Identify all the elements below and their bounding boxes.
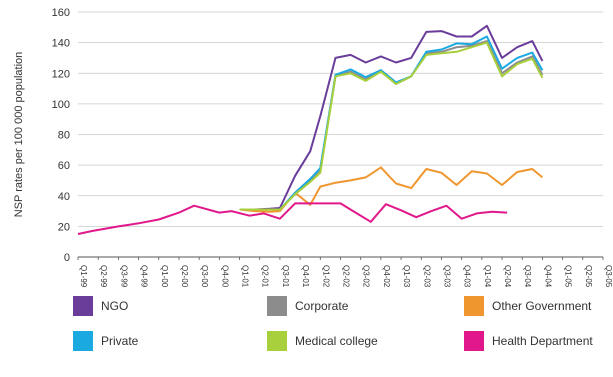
x-tick-label: Q2-04 xyxy=(503,265,512,288)
y-tick-label: 100 xyxy=(52,99,70,111)
x-tick-label: Q4-03 xyxy=(463,265,472,288)
x-tick-label: Q4-00 xyxy=(220,265,229,288)
x-tick-label: Q3-03 xyxy=(442,265,451,288)
x-tick-label: Q1-99 xyxy=(79,265,88,288)
x-tick-label: Q4-99 xyxy=(140,265,149,288)
legend-label: Health Department xyxy=(492,334,593,348)
x-tick-label: Q2-02 xyxy=(342,265,351,288)
legend-swatch xyxy=(464,296,484,316)
y-tick-label: 120 xyxy=(52,68,70,80)
legend-label: NGO xyxy=(101,299,128,313)
y-tick-label: 80 xyxy=(58,130,70,142)
y-tick-label: 140 xyxy=(52,38,70,50)
x-tick-label: Q4-02 xyxy=(382,265,391,288)
legend-swatch xyxy=(267,296,287,316)
x-tick-label: Q2-00 xyxy=(180,265,189,288)
legend-swatch xyxy=(73,296,93,316)
x-tick-label: Q3-02 xyxy=(362,265,371,288)
legend-swatch xyxy=(73,331,93,351)
legend-swatch xyxy=(464,331,484,351)
y-tick-label: 60 xyxy=(58,160,70,172)
legend-label: Corporate xyxy=(295,299,349,313)
x-tick-label: Q1-00 xyxy=(160,265,169,288)
x-tick-label: Q2-05 xyxy=(584,265,593,288)
legend-swatch xyxy=(267,331,287,351)
x-tick-label: Q2-03 xyxy=(422,265,431,288)
legend-label: Other Government xyxy=(492,299,592,313)
x-tick-label: Q1-03 xyxy=(402,265,411,288)
series-line-health-department xyxy=(78,203,507,234)
legend: NGO Corporate Other Government Private Medic… xyxy=(73,296,593,351)
x-tick-label: Q2-01 xyxy=(261,265,270,288)
legend-label: Private xyxy=(101,334,139,348)
x-tick-label: Q1-02 xyxy=(321,265,330,288)
x-tick-label: Q3-01 xyxy=(281,265,290,288)
x-tick-label: Q1-05 xyxy=(564,265,573,288)
x-tick-label: Q3-04 xyxy=(523,265,532,288)
legend-label: Medical college xyxy=(295,334,378,348)
x-tick-label: Q4-01 xyxy=(301,265,310,288)
x-tick-label: Q3-00 xyxy=(200,265,209,288)
x-tick-label: Q1-04 xyxy=(483,265,492,288)
x-tick-label: Q1-01 xyxy=(241,265,250,288)
x-tick-label: Q3-99 xyxy=(119,265,128,288)
y-tick-label: 0 xyxy=(64,252,70,264)
y-tick-label: 40 xyxy=(58,191,70,203)
y-axis-title: NSP rates per 100 000 population xyxy=(13,52,25,218)
x-tick-label: Q2-99 xyxy=(99,265,108,288)
x-tick-label: Q3-05 xyxy=(604,265,613,288)
y-tick-label: 160 xyxy=(52,7,70,19)
x-tick-labels: Q1-99 Q2-99 Q3-99 Q4-99 Q1-00 Q2-00 Q3-00 Q4-00… xyxy=(78,257,613,288)
series-lines xyxy=(78,26,542,234)
series-line-medical-college xyxy=(240,43,543,210)
y-tick-labels: 0 20 40 60 80 100 120 140 160 xyxy=(52,7,70,264)
y-tick-label: 20 xyxy=(58,221,70,233)
x-tick-label: Q4-04 xyxy=(543,265,552,288)
